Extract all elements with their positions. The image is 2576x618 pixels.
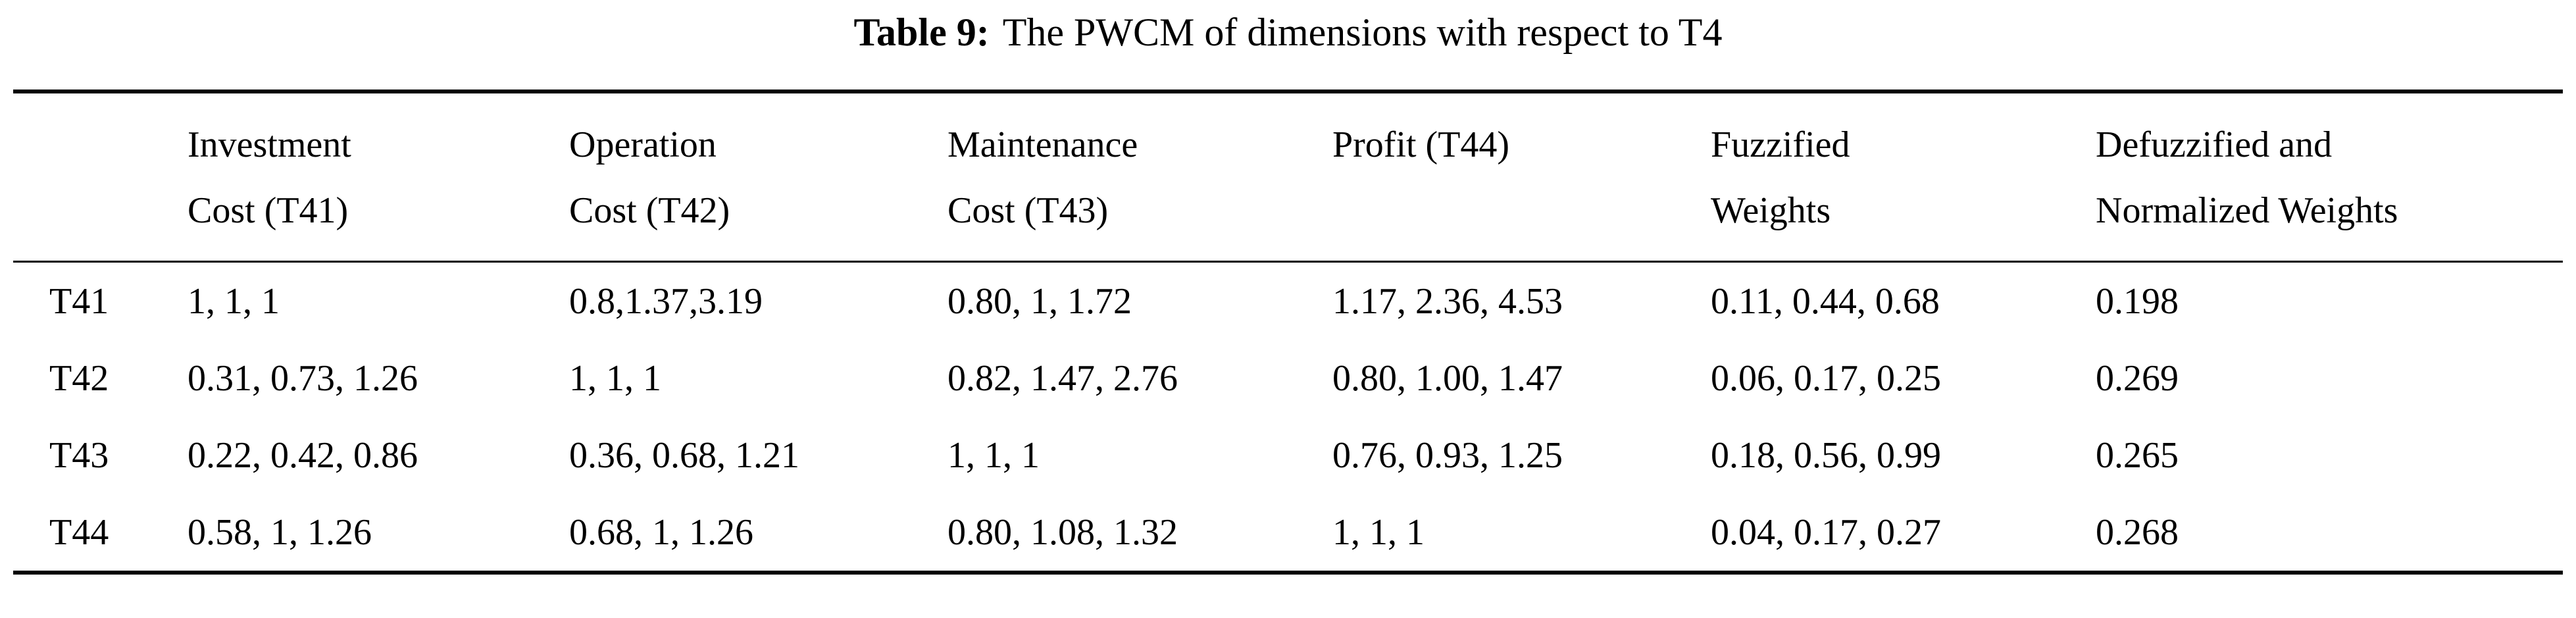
table-cell: 1, 1, 1 (188, 280, 280, 322)
column-header-line: Investment (188, 124, 351, 165)
table-row: T41 1, 1, 1 0.8,1.37,3.19 0.80, 1, 1.72 … (13, 262, 2563, 340)
pwcm-table: Investment Cost (T41) Operation Cost (T4… (13, 90, 2563, 575)
column-header-line: Profit (T44) (1332, 124, 1510, 165)
column-header-line: Operation (569, 124, 717, 165)
table-cell: 0.22, 0.42, 0.86 (188, 434, 418, 476)
table-caption-text: The PWCM of dimensions with respect to T… (1002, 11, 1723, 54)
row-label: T42 (49, 357, 109, 399)
table-cell: 1, 1, 1 (1332, 511, 1425, 553)
column-header-defuzzified-normalized-weights: Defuzzified and Normalized Weights (2096, 91, 2563, 262)
table-cell: 0.18, 0.56, 0.99 (1711, 434, 1941, 476)
table-cell: 0.76, 0.93, 1.25 (1332, 434, 1563, 476)
table-row: T42 0.31, 0.73, 1.26 1, 1, 1 0.82, 1.47,… (13, 340, 2563, 417)
table-cell: 0.58, 1, 1.26 (188, 511, 372, 553)
table-cell: 0.80, 1.08, 1.32 (947, 511, 1178, 553)
table-cell: 0.80, 1, 1.72 (947, 280, 1132, 322)
table-cell: 1.17, 2.36, 4.53 (1332, 280, 1563, 322)
table-cell: 0.269 (2096, 357, 2179, 399)
column-header-investment-cost: Investment Cost (T41) (188, 91, 569, 262)
table-cell: 0.80, 1.00, 1.47 (1332, 357, 1563, 399)
table-cell: 0.8,1.37,3.19 (569, 280, 763, 322)
column-header-profit: Profit (T44) (1332, 91, 1711, 262)
table-cell: 0.68, 1, 1.26 (569, 511, 753, 553)
row-label: T44 (49, 511, 109, 553)
table-cell: 0.31, 0.73, 1.26 (188, 357, 418, 399)
header-row: Investment Cost (T41) Operation Cost (T4… (13, 91, 2563, 262)
column-header-line: Cost (T41) (188, 190, 349, 231)
table-caption: Table 9: The PWCM of dimensions with resp… (0, 0, 2576, 55)
table-cell: 0.06, 0.17, 0.25 (1711, 357, 1941, 399)
row-label: T43 (49, 434, 109, 476)
column-header-line: Maintenance (947, 124, 1138, 165)
column-header-line: Normalized Weights (2096, 190, 2398, 231)
column-header-operation-cost: Operation Cost (T42) (569, 91, 947, 262)
table-cell: 0.198 (2096, 280, 2179, 322)
column-header-line: Cost (T43) (947, 190, 1109, 231)
table-cell: 1, 1, 1 (947, 434, 1040, 476)
column-header-line: Weights (1711, 190, 1831, 231)
row-label: T41 (49, 280, 109, 322)
table-cell: 0.36, 0.68, 1.21 (569, 434, 799, 476)
table-cell: 0.265 (2096, 434, 2179, 476)
column-header-line: Defuzzified and (2096, 124, 2333, 165)
table-cell: 0.82, 1.47, 2.76 (947, 357, 1178, 399)
column-header-fuzzified-weights: Fuzzified Weights (1711, 91, 2096, 262)
table-cell: 1, 1, 1 (569, 357, 661, 399)
table-cell: 0.11, 0.44, 0.68 (1711, 280, 1940, 322)
table-caption-label: Table 9: (853, 11, 990, 54)
column-header-line: Fuzzified (1711, 124, 1850, 165)
column-header-maintenance-cost: Maintenance Cost (T43) (947, 91, 1332, 262)
table-cell: 0.04, 0.17, 0.27 (1711, 511, 1941, 553)
table-cell: 0.268 (2096, 511, 2179, 553)
header-empty-cell (13, 91, 188, 262)
table-row: T43 0.22, 0.42, 0.86 0.36, 0.68, 1.21 1,… (13, 417, 2563, 494)
column-header-line: Cost (T42) (569, 190, 730, 231)
table-row: T44 0.58, 1, 1.26 0.68, 1, 1.26 0.80, 1.… (13, 494, 2563, 573)
